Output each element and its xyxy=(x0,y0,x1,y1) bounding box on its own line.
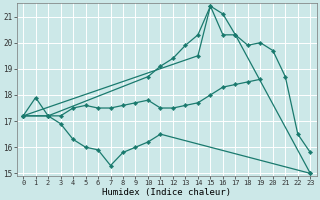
X-axis label: Humidex (Indice chaleur): Humidex (Indice chaleur) xyxy=(102,188,231,197)
